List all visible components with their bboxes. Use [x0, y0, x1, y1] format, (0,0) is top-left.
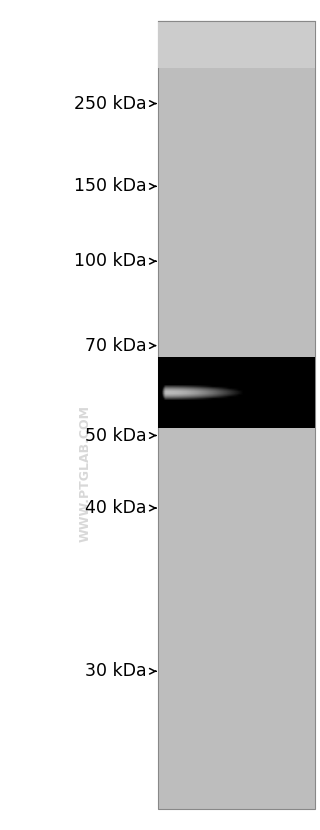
- Text: 30 kDa: 30 kDa: [85, 662, 147, 681]
- Text: 70 kDa: 70 kDa: [85, 337, 147, 354]
- Text: 150 kDa: 150 kDa: [74, 178, 147, 195]
- Bar: [158, 21, 315, 68]
- Text: WWW.PTGLAB.COM: WWW.PTGLAB.COM: [78, 404, 91, 542]
- Text: 50 kDa: 50 kDa: [85, 427, 147, 445]
- Text: 40 kDa: 40 kDa: [85, 499, 147, 517]
- Bar: [158, 21, 315, 809]
- Text: 100 kDa: 100 kDa: [74, 252, 147, 271]
- Text: 250 kDa: 250 kDa: [74, 95, 147, 113]
